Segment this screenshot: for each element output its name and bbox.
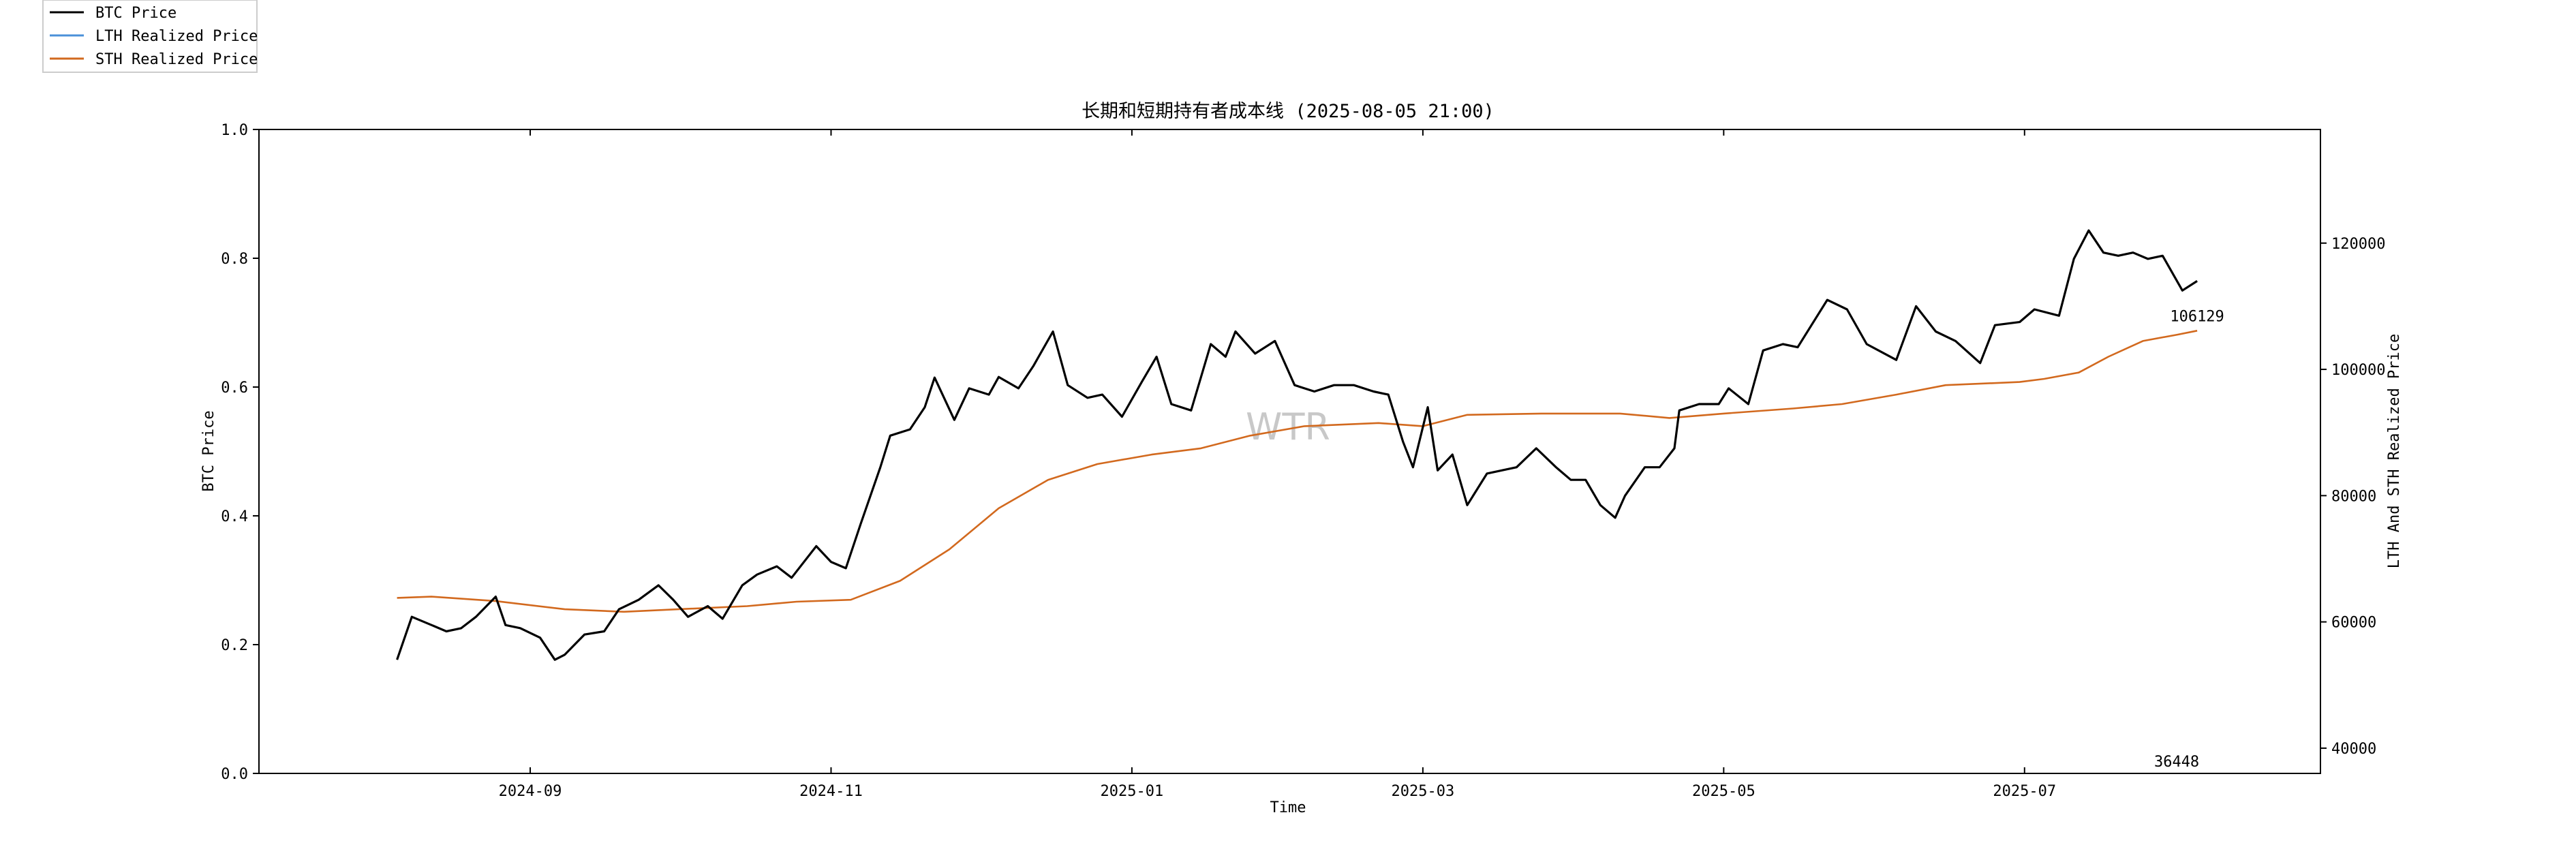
x-tick-label: 2024-11 <box>799 783 863 800</box>
x-tick-label: 2025-05 <box>1692 783 1755 800</box>
plot-frame <box>258 129 2321 774</box>
y-right-tick-label: 100000 <box>2331 362 2385 379</box>
y-right-tick-label: 40000 <box>2331 741 2376 758</box>
x-axis: 2024-09 2024-11 2025-01 2025-03 2025-05 2025-… <box>499 129 2056 800</box>
sth-last-value-label: 106129 <box>2170 308 2224 325</box>
lth-last-value-label: 36448 <box>2154 754 2199 771</box>
legend: BTC Price LTH Realized Price STH Realize… <box>42 0 258 73</box>
y-axis-left: 0.0 0.2 0.4 0.6 0.8 1.0 <box>221 122 259 783</box>
x-tick-label: 2025-03 <box>1392 783 1455 800</box>
y-axis-right-title: LTH And STH Realized Price <box>2386 334 2403 568</box>
legend-item-sth-realized-price: STH Realized Price <box>50 51 258 68</box>
legend-label-lth-realized-price: LTH Realized Price <box>95 28 258 45</box>
series-layer <box>396 229 2198 661</box>
x-axis-title: Time <box>1270 799 1306 816</box>
y-axis-right: 40000 60000 80000 100000 120000 <box>2320 236 2385 758</box>
y-left-tick-label: 0.2 <box>221 637 248 654</box>
x-tick-label: 2024-09 <box>499 783 562 800</box>
legend-item-lth-realized-price: LTH Realized Price <box>50 28 258 45</box>
x-tick-label: 2025-07 <box>1993 783 2056 800</box>
series-line-sth-realized-price <box>397 330 2198 613</box>
series-line-btc-price <box>396 229 2198 661</box>
legend-label-sth-realized-price: STH Realized Price <box>95 51 258 68</box>
chart-title: 长期和短期持有者成本线 (2025-08-05 21:00) <box>1082 101 1494 122</box>
y-left-tick-label: 0.4 <box>221 508 248 525</box>
watermark: WTR <box>1246 405 1330 448</box>
y-left-tick-label: 1.0 <box>221 122 248 139</box>
y-right-tick-label: 60000 <box>2331 615 2376 632</box>
y-right-tick-label: 80000 <box>2331 488 2376 505</box>
y-left-tick-label: 0.8 <box>221 251 248 268</box>
x-tick-label: 2025-01 <box>1101 783 1164 800</box>
y-left-tick-label: 0.6 <box>221 380 248 397</box>
y-left-tick-label: 0.0 <box>221 766 248 783</box>
y-right-tick-label: 120000 <box>2331 236 2385 253</box>
legend-label-btc-price: BTC Price <box>95 5 177 22</box>
y-axis-left-title: BTC Price <box>200 410 217 491</box>
legend-item-btc-price: BTC Price <box>50 5 177 22</box>
